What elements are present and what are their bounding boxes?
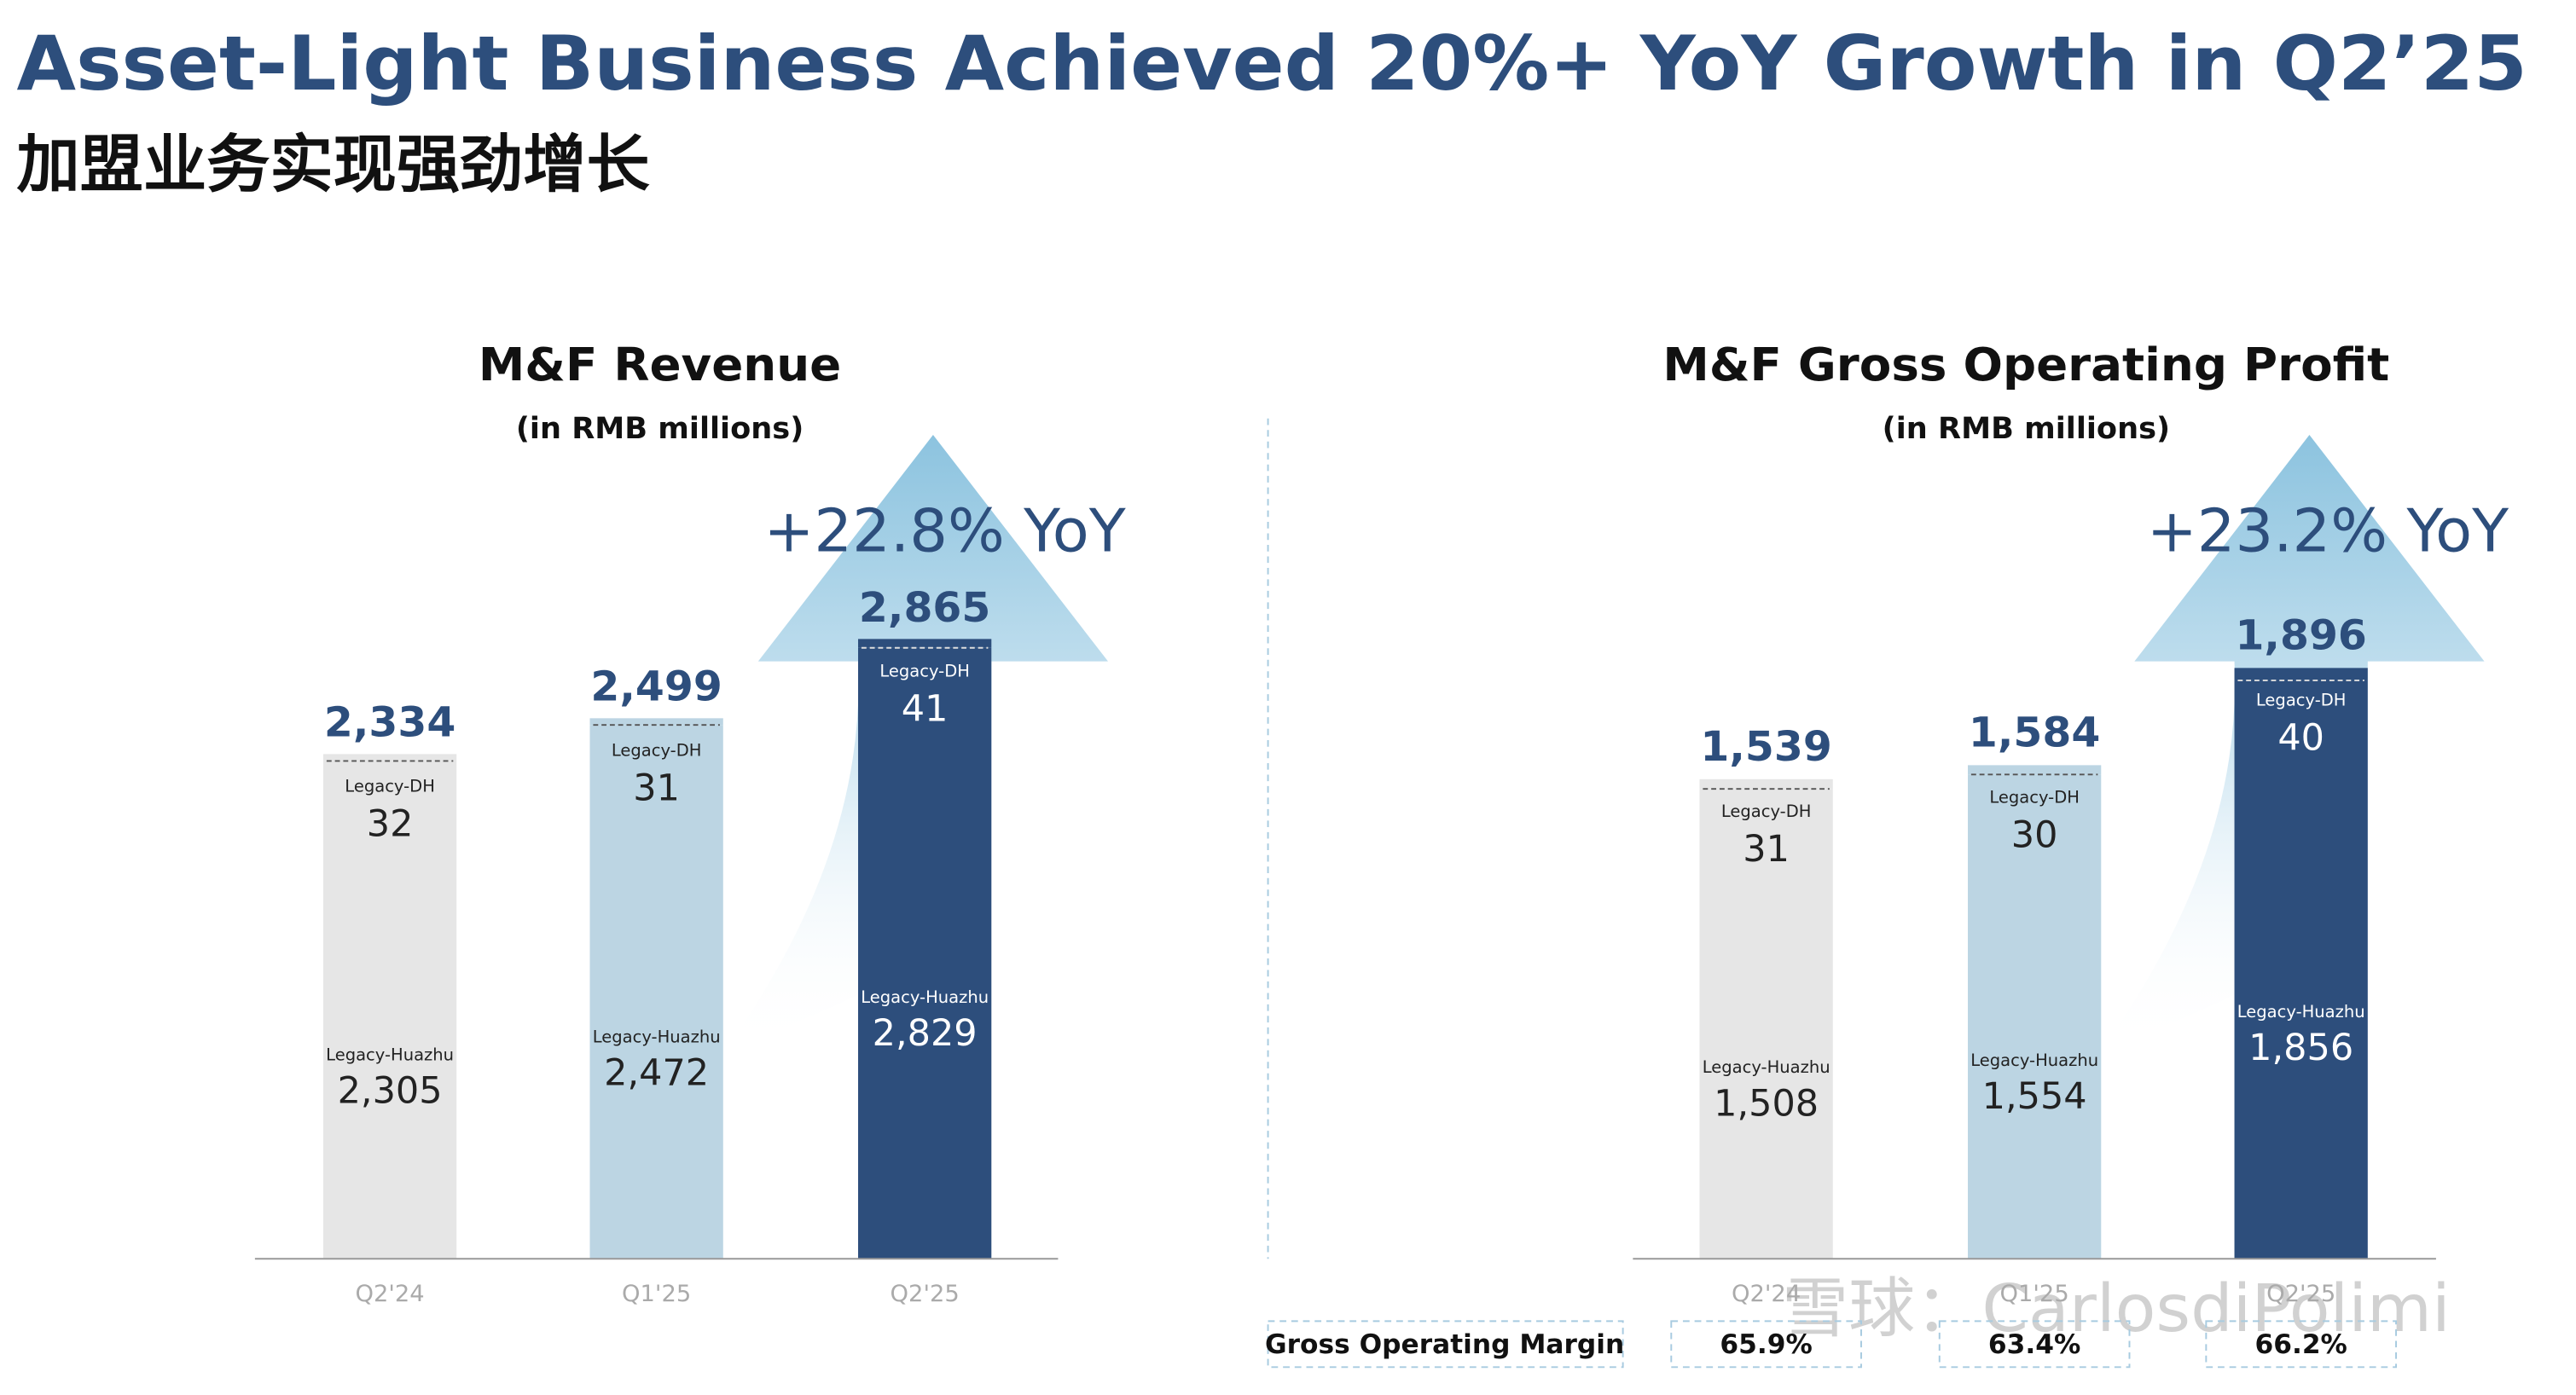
x-tick-label: Q2'25 [891, 1281, 960, 1307]
segment-name: Legacy-Huazhu [861, 987, 989, 1007]
segment-name: Legacy-Huazhu [1703, 1057, 1830, 1077]
bar-segment [2234, 668, 2368, 680]
segment-value: 1,508 [1714, 1083, 1819, 1126]
bar-segment [858, 647, 992, 1259]
bar-segment [589, 725, 723, 1259]
segment-name: Legacy-Huazhu [1970, 1051, 2098, 1070]
yoy-annotation: +23.2% YoY [2147, 497, 2509, 565]
segment-value: 2,305 [338, 1070, 443, 1113]
total-label: 2,334 [324, 699, 455, 747]
segment-name: Legacy-Huazhu [2237, 1002, 2365, 1022]
slide-subtitle: 加盟业务实现强劲增长 [17, 130, 650, 201]
margin-box [1670, 1320, 1862, 1369]
segment-name: Legacy-DH [612, 740, 702, 760]
bar-segment [1699, 789, 1833, 1259]
margin-label: Gross Operating Margin [1265, 1329, 1624, 1360]
x-tick-label: Q1'25 [622, 1281, 691, 1307]
chart-title: M&F Gross Operating Profit [1662, 339, 2389, 392]
bar-segment [1967, 774, 2102, 1259]
segment-value: 32 [367, 803, 414, 846]
segment-name: Legacy-Huazhu [593, 1027, 721, 1047]
segment-value: 31 [633, 767, 680, 810]
total-label: 1,584 [1969, 709, 2100, 757]
segment-name: Legacy-DH [2256, 690, 2347, 709]
chart-title: M&F Revenue [479, 339, 841, 392]
margin-value: 66.2% [2254, 1329, 2347, 1360]
bar-segment [322, 754, 457, 761]
segment-value: 2,829 [873, 1013, 978, 1056]
segment-value: 40 [2277, 717, 2324, 760]
total-label: 2,865 [859, 584, 990, 632]
yoy-annotation: +22.8% YoY [763, 497, 1126, 565]
bar-segment [322, 761, 457, 1259]
segment-value: 30 [2011, 814, 2058, 857]
bar-segment [589, 718, 723, 726]
segment-value: 41 [902, 688, 949, 731]
bar-segment [1699, 779, 1833, 790]
segment-name: Legacy-Huazhu [326, 1045, 454, 1065]
x-tick-label: Q2'24 [356, 1281, 425, 1307]
chart-subtitle: (in RMB millions) [1883, 412, 2170, 446]
margin-value: 65.9% [1720, 1329, 1812, 1360]
margin-value: 63.4% [1988, 1329, 2080, 1360]
total-label: 1,896 [2235, 612, 2366, 660]
segment-value: 1,856 [2248, 1027, 2353, 1070]
segment-name: Legacy-DH [1989, 787, 2080, 807]
total-label: 1,539 [1700, 723, 1831, 771]
segment-value: 2,472 [604, 1052, 709, 1095]
bar-segment [858, 639, 992, 648]
segment-value: 1,554 [1982, 1076, 2087, 1119]
margin-box [1267, 1320, 1624, 1369]
x-tick-label: Q2'25 [2266, 1281, 2335, 1307]
bar-segment [2234, 680, 2368, 1259]
total-label: 2,499 [590, 663, 722, 711]
x-tick-label: Q2'24 [1732, 1281, 1801, 1307]
margin-box [1938, 1320, 2131, 1369]
bar-segment [1967, 765, 2102, 775]
slide-title: Asset-Light Business Achieved 20%+ YoY G… [17, 20, 2527, 108]
segment-name: Legacy-DH [879, 661, 970, 680]
segment-name: Legacy-DH [345, 776, 435, 796]
watermark: 雪球：CarlosdiPolimi [1782, 1271, 2451, 1347]
segment-value: 31 [1743, 828, 1790, 871]
margin-box [2205, 1320, 2398, 1369]
x-tick-label: Q1'25 [2000, 1281, 2069, 1307]
segment-name: Legacy-DH [1721, 802, 1812, 821]
chart-subtitle: (in RMB millions) [516, 412, 804, 446]
